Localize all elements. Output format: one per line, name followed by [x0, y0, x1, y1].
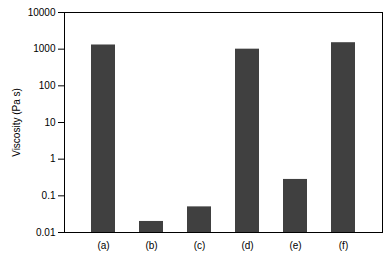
svg-text:0.1: 0.1: [42, 190, 56, 201]
svg-text:10: 10: [44, 117, 56, 128]
svg-text:(a): (a): [97, 240, 109, 251]
svg-text:(f): (f): [339, 240, 348, 251]
svg-text:10000: 10000: [28, 7, 56, 18]
svg-text:(b): (b): [145, 240, 157, 251]
svg-text:(e): (e): [289, 240, 301, 251]
svg-text:Viscosity (Pa s): Viscosity (Pa s): [11, 88, 22, 157]
svg-text:(d): (d): [241, 240, 253, 251]
svg-text:(c): (c): [194, 240, 206, 251]
svg-text:1: 1: [50, 153, 56, 164]
svg-text:100: 100: [39, 80, 56, 91]
svg-text:0.01: 0.01: [36, 227, 56, 238]
svg-text:1000: 1000: [33, 43, 56, 54]
